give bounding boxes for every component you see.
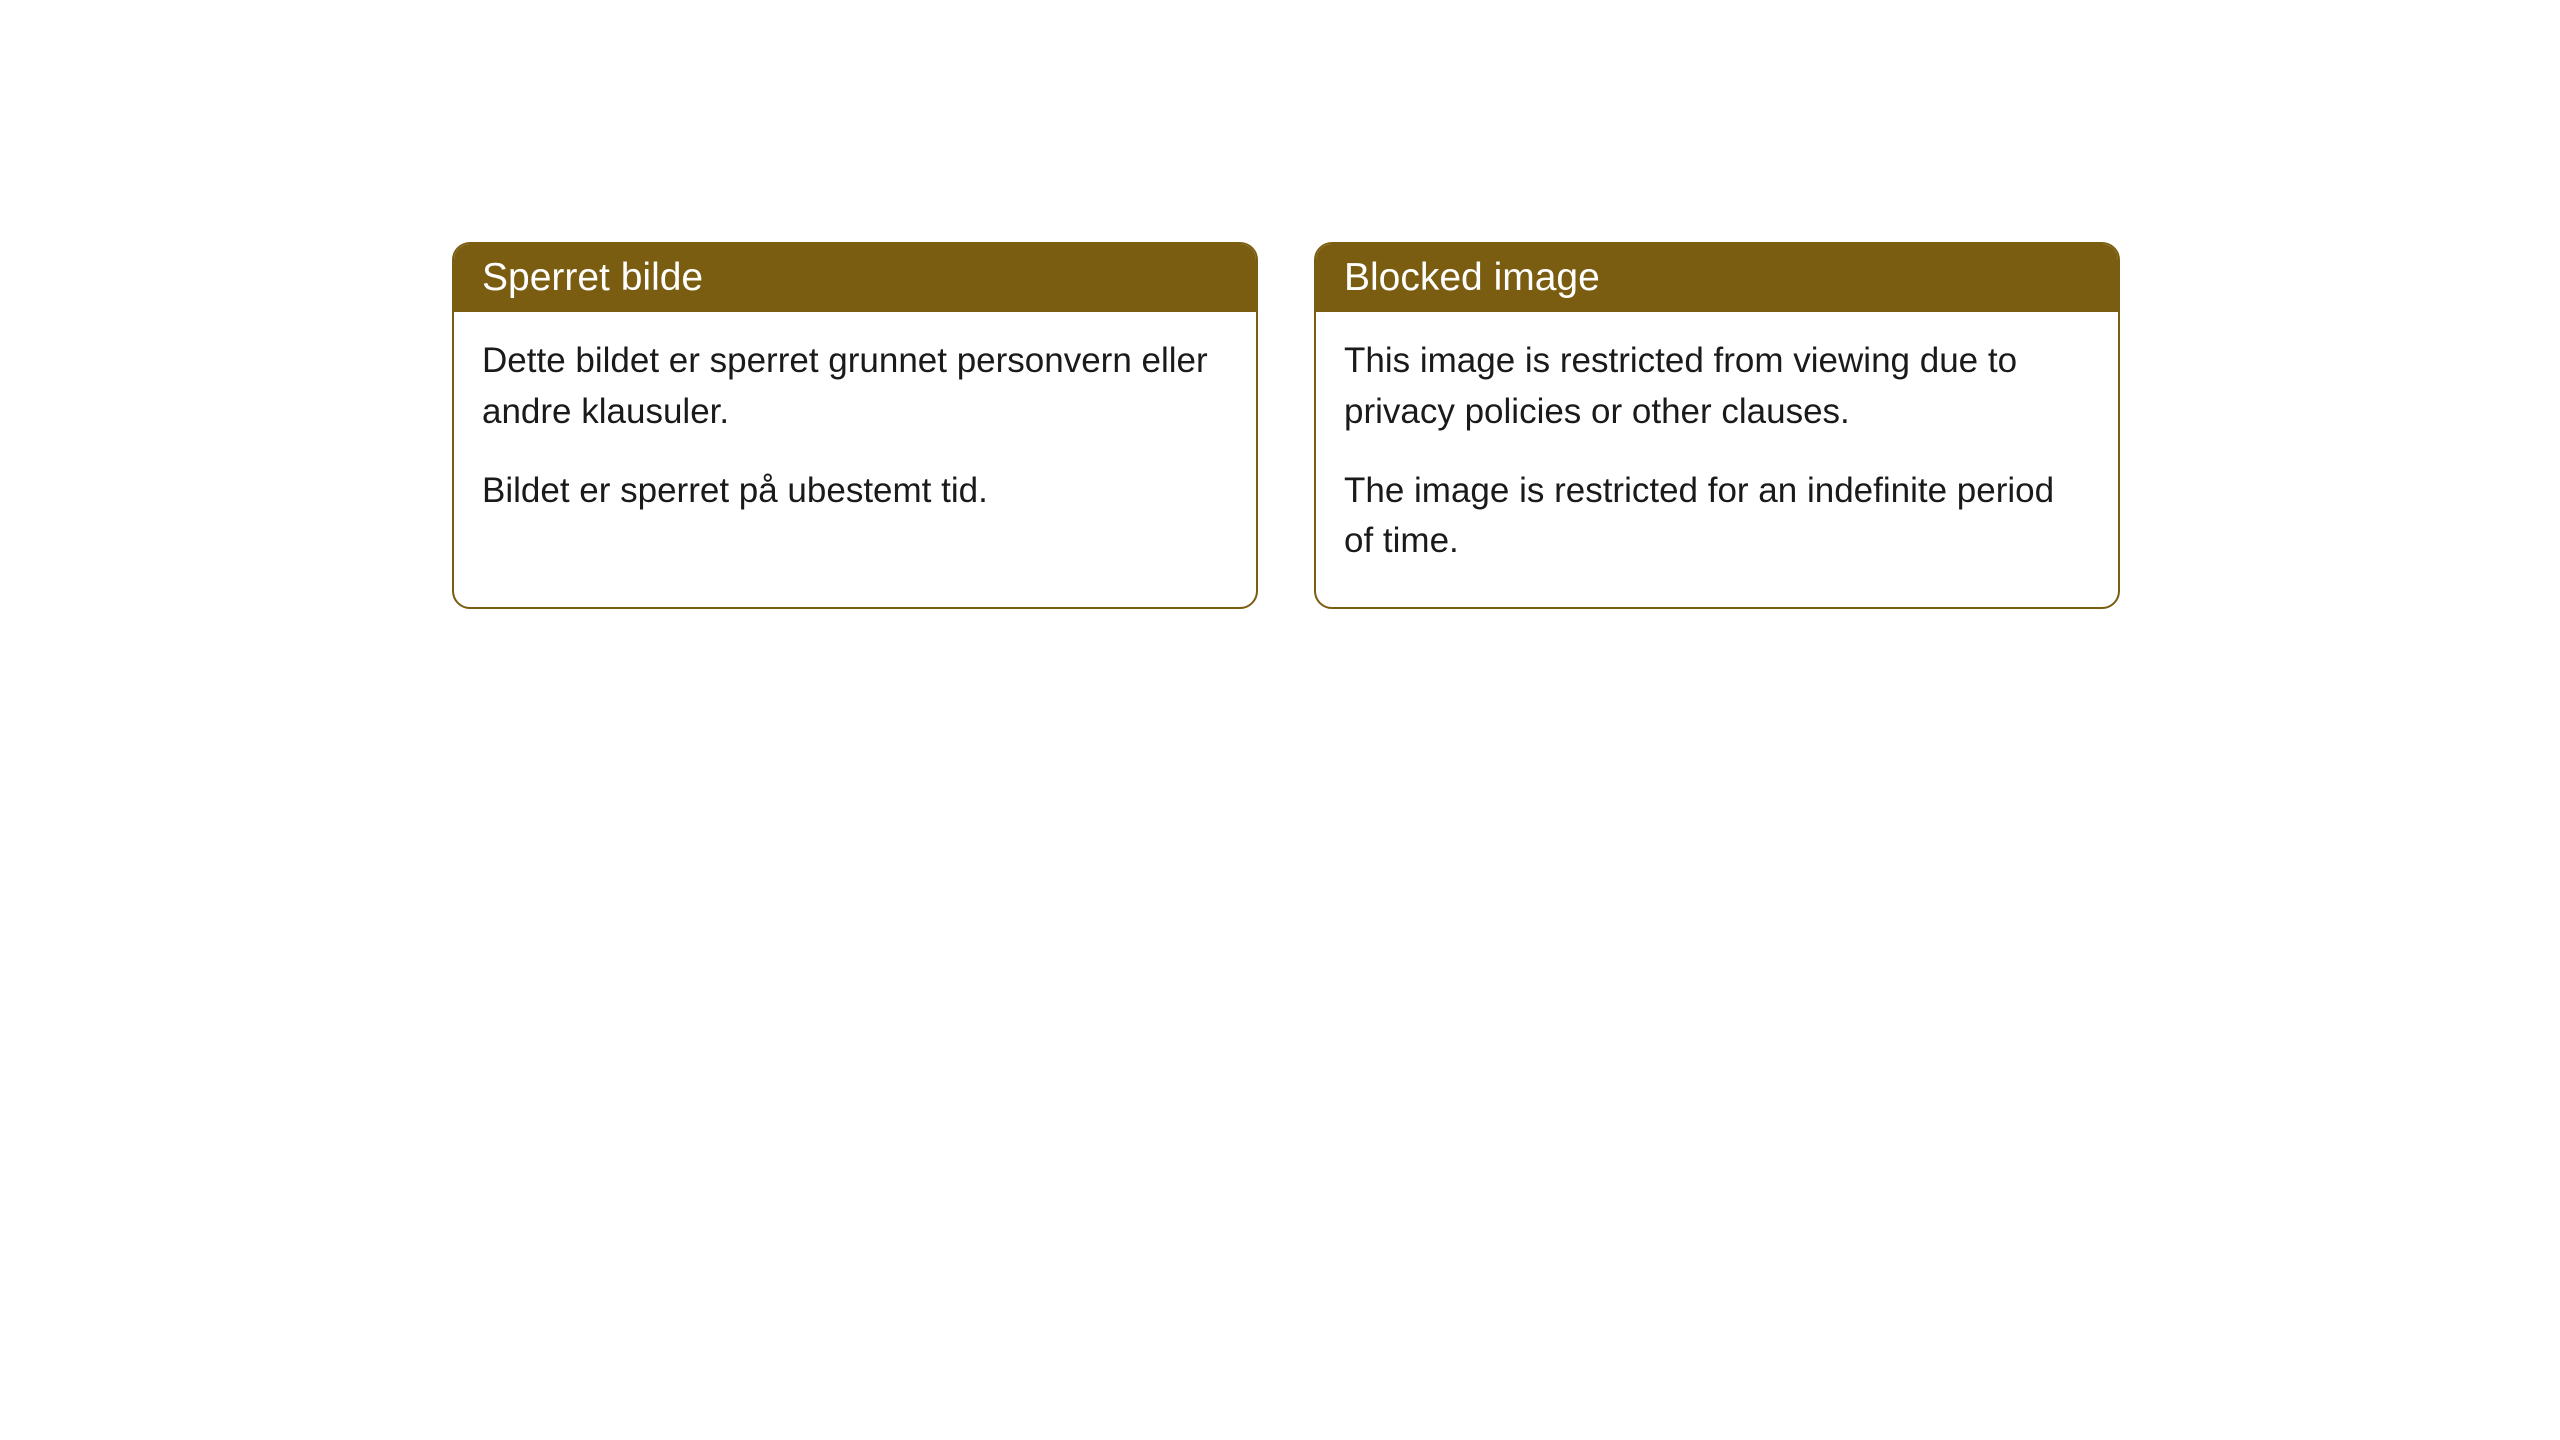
card-paragraph1-english: This image is restricted from viewing du… <box>1344 336 2090 438</box>
card-body-english: This image is restricted from viewing du… <box>1316 312 2118 607</box>
card-paragraph2-norwegian: Bildet er sperret på ubestemt tid. <box>482 466 1228 517</box>
card-header-english: Blocked image <box>1316 244 2118 312</box>
blocked-image-card-norwegian: Sperret bilde Dette bildet er sperret gr… <box>452 242 1258 609</box>
card-title-norwegian: Sperret bilde <box>482 256 703 299</box>
cards-container: Sperret bilde Dette bildet er sperret gr… <box>452 242 2120 609</box>
blocked-image-card-english: Blocked image This image is restricted f… <box>1314 242 2120 609</box>
card-header-norwegian: Sperret bilde <box>454 244 1256 312</box>
card-paragraph2-english: The image is restricted for an indefinit… <box>1344 466 2090 568</box>
card-paragraph1-norwegian: Dette bildet er sperret grunnet personve… <box>482 336 1228 438</box>
card-title-english: Blocked image <box>1344 256 1600 299</box>
card-body-norwegian: Dette bildet er sperret grunnet personve… <box>454 312 1256 556</box>
